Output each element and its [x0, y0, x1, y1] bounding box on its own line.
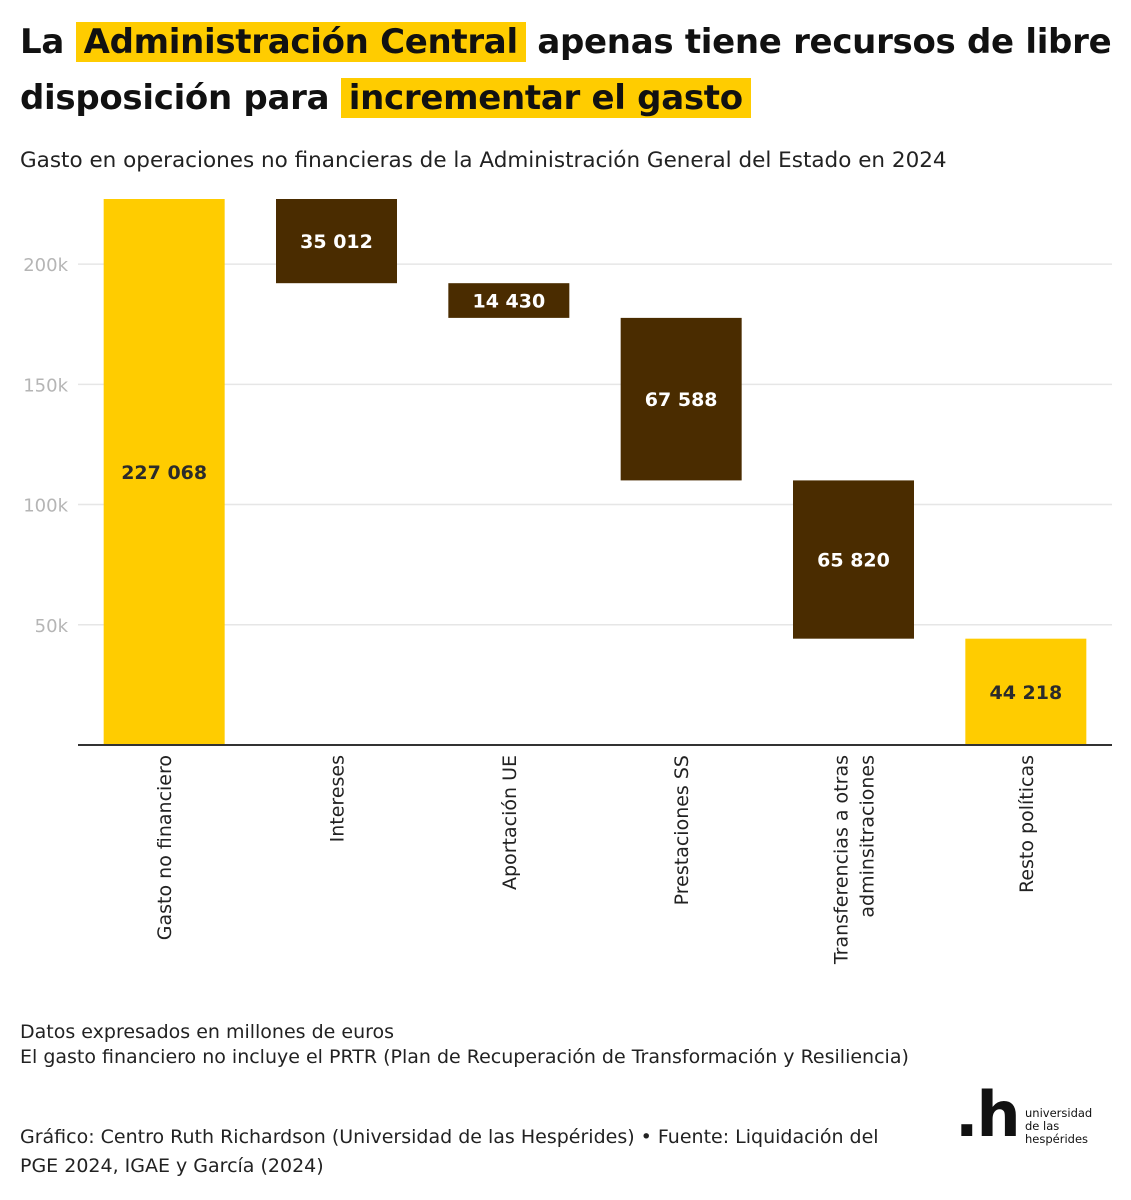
data-label: 14 430: [472, 291, 545, 313]
x-tick-label: Aportación UE: [499, 755, 521, 890]
logo-line-2: de las: [1025, 1119, 1060, 1133]
data-label: 227 068: [121, 462, 207, 484]
chart-credit: Gráfico: Centro Ruth Richardson (Univers…: [20, 1126, 879, 1177]
x-tick-label: Resto políticas: [1016, 755, 1038, 893]
data-label: 65 820: [817, 550, 890, 572]
data-label: 44 218: [989, 682, 1062, 704]
x-tick-label: adminsitraciones: [857, 755, 879, 918]
chart-notes: Datos expresados en millones de euros El…: [20, 1020, 920, 1070]
bar: [965, 638, 1087, 745]
x-tick-label: Transferencias a otras: [831, 755, 853, 965]
bar: [448, 283, 570, 318]
logo-line-1: universidad: [1025, 1106, 1093, 1120]
y-tick-label: 150k: [23, 375, 68, 396]
title-highlight-1: Administración Central: [75, 22, 526, 62]
prtr-note: El gasto financiero no incluye el PRTR (…: [20, 1046, 909, 1068]
x-tick-label: Gasto no financiero: [154, 755, 176, 940]
logo-wordmark: universidad de las hespérides: [1025, 1107, 1105, 1146]
units-note: Datos expresados en millones de euros: [20, 1021, 395, 1043]
bar: [276, 199, 397, 284]
university-logo: .h universidad de las hespérides: [955, 1080, 1105, 1160]
title-part-2: apenas tiene recursos de libre disposici…: [20, 22, 1112, 118]
bar: [620, 317, 742, 481]
logo-line-3: hespérides: [1025, 1132, 1089, 1146]
x-tick-label: Intereses: [327, 755, 349, 842]
title-highlight-2: incrementar el gasto: [340, 78, 751, 118]
logo-mark: .h: [955, 1078, 1021, 1151]
bar: [103, 199, 225, 745]
data-label: 35 012: [300, 231, 373, 253]
bar: [793, 480, 914, 639]
waterfall-chart: 50k 100k 150k 200k 227 068 Gasto no financier…: [23, 199, 1112, 965]
x-tick-label: Prestaciones SS: [671, 755, 693, 905]
chart-title: La Administración Central apenas tiene r…: [20, 14, 1120, 126]
chart-subtitle: Gasto en operaciones no financieras de l…: [20, 148, 947, 173]
title-part-1: La: [20, 22, 65, 62]
y-tick-label: 50k: [35, 616, 69, 637]
y-tick-label: 200k: [23, 255, 68, 276]
y-tick-label: 100k: [23, 496, 68, 517]
data-label: 67 588: [645, 389, 718, 411]
